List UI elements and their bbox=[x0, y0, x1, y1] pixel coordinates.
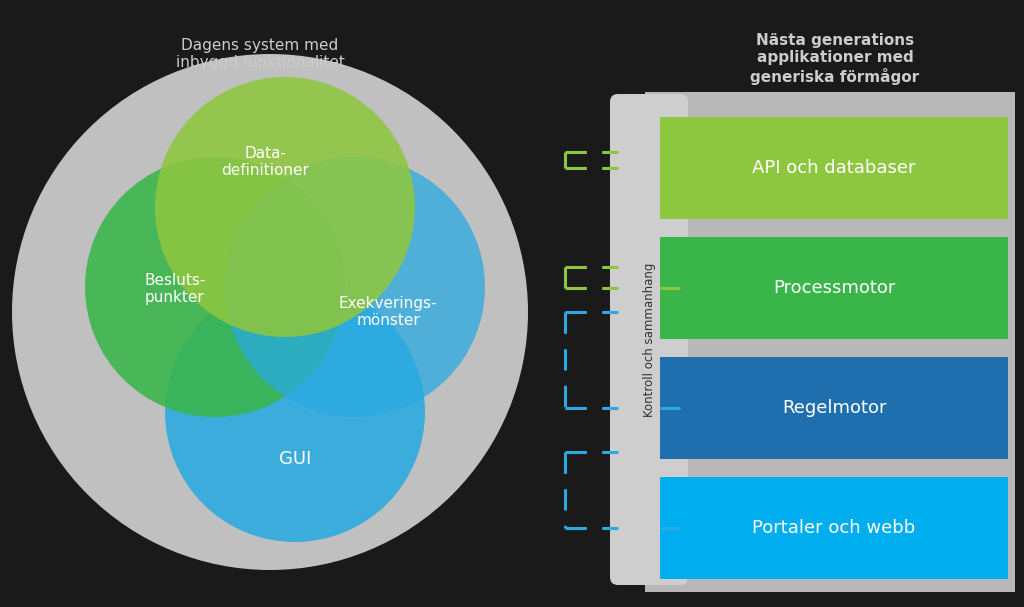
Text: GUI: GUI bbox=[279, 450, 311, 468]
Text: Regelmotor: Regelmotor bbox=[781, 399, 886, 417]
Text: Portaler och webb: Portaler och webb bbox=[753, 519, 915, 537]
Circle shape bbox=[155, 77, 415, 337]
Text: Dagens system med
inbyggd funktionalitet: Dagens system med inbyggd funktionalitet bbox=[175, 38, 344, 70]
FancyBboxPatch shape bbox=[660, 357, 1008, 459]
Text: Nästa generations
applikationer med
generiska förmågor: Nästa generations applikationer med gene… bbox=[751, 33, 920, 85]
Text: Processmotor: Processmotor bbox=[773, 279, 895, 297]
Circle shape bbox=[85, 157, 345, 417]
Text: Exekverings-
mönster: Exekverings- mönster bbox=[339, 296, 437, 328]
Text: API och databaser: API och databaser bbox=[753, 159, 915, 177]
FancyBboxPatch shape bbox=[610, 94, 688, 585]
FancyBboxPatch shape bbox=[660, 237, 1008, 339]
FancyBboxPatch shape bbox=[660, 477, 1008, 579]
Circle shape bbox=[165, 282, 425, 542]
Text: Besluts-
punkter: Besluts- punkter bbox=[144, 273, 206, 305]
Circle shape bbox=[225, 157, 485, 417]
Text: Data-
definitioner: Data- definitioner bbox=[221, 146, 309, 178]
FancyBboxPatch shape bbox=[645, 92, 1015, 592]
Text: Kontroll och sammanhang: Kontroll och sammanhang bbox=[642, 262, 655, 416]
FancyBboxPatch shape bbox=[660, 117, 1008, 219]
Ellipse shape bbox=[12, 54, 528, 570]
